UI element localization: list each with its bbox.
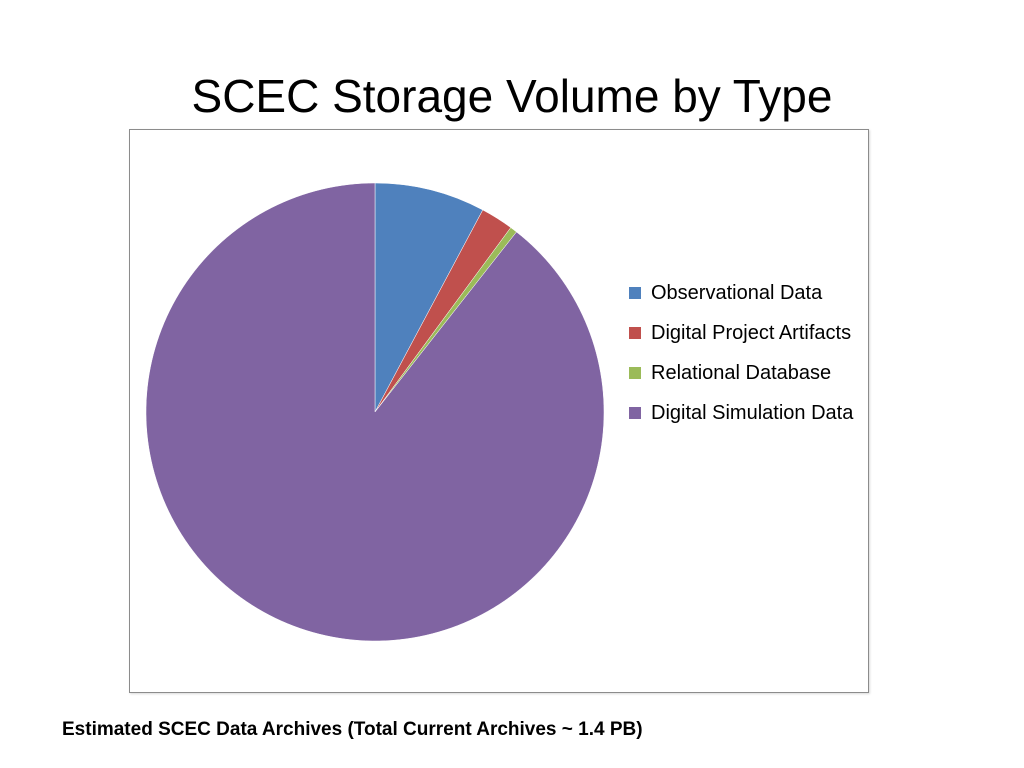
legend-item-relational-database: Relational Database	[629, 358, 864, 388]
legend-swatch-digital-project-artifacts	[629, 327, 641, 339]
chart-area: Observational Data Digital Project Artif…	[129, 129, 869, 693]
pie-slice-digital-simulation-data	[145, 182, 605, 642]
legend-swatch-relational-database	[629, 367, 641, 379]
legend-swatch-digital-simulation-data	[629, 407, 641, 419]
legend-item-observational-data: Observational Data	[629, 278, 864, 308]
legend-item-digital-project-artifacts: Digital Project Artifacts	[629, 318, 864, 348]
legend-label-digital-simulation-data: Digital Simulation Data	[651, 402, 854, 424]
slide-caption: Estimated SCEC Data Archives (Total Curr…	[62, 719, 643, 740]
slide-title: SCEC Storage Volume by Type	[191, 70, 833, 122]
legend-swatch-observational-data	[629, 287, 641, 299]
legend-item-digital-simulation-data: Digital Simulation Data	[629, 398, 864, 428]
pie-slice-observational-data	[374, 182, 484, 413]
legend-label-observational-data: Observational Data	[651, 282, 823, 304]
pie-chart	[145, 182, 605, 642]
legend-label-digital-project-artifacts: Digital Project Artifacts	[651, 322, 852, 344]
legend-label-relational-database: Relational Database	[651, 362, 832, 384]
chart-legend: Observational Data Digital Project Artif…	[629, 278, 864, 438]
